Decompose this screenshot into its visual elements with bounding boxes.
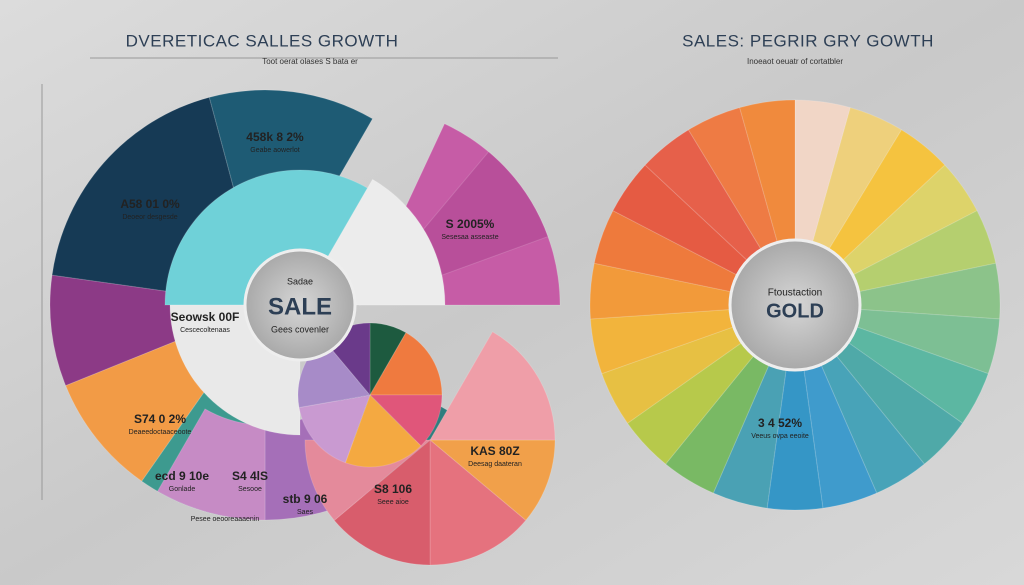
wedge xyxy=(298,394,371,464)
data-label: ecd 9 10e xyxy=(155,469,209,483)
data-label: S 2005% xyxy=(446,217,495,231)
footnote: Pesee oeooreaaaenin xyxy=(191,516,260,523)
wedge xyxy=(344,394,422,468)
center-note: Gees covenler xyxy=(271,324,329,334)
data-note: Deoeor desgesde xyxy=(122,214,177,221)
data-note: Sesooe xyxy=(238,486,262,493)
wedge xyxy=(369,322,407,397)
data-note: Saes xyxy=(297,509,313,516)
center-caption: Sadae xyxy=(287,276,313,286)
center-disc xyxy=(728,238,862,372)
center-label: SALE xyxy=(268,293,332,320)
wedge xyxy=(429,331,556,441)
data-note: Sesesaa asseaste xyxy=(441,234,498,241)
data-label: 3 4 52% xyxy=(758,416,802,430)
graphics xyxy=(49,89,1001,566)
data-label: KAS 80Z xyxy=(470,444,519,458)
wedge xyxy=(333,438,431,566)
title: DVERETICAC SALLES GROWTH xyxy=(126,31,399,50)
wedge xyxy=(368,394,443,447)
wedge xyxy=(429,438,527,566)
data-label: S74 0 2% xyxy=(134,412,186,426)
center-caption: Ftoustaction xyxy=(768,288,822,299)
wedge xyxy=(766,304,824,511)
data-label: 458k 8 2% xyxy=(246,130,304,144)
data-note: Seee aioe xyxy=(377,499,409,506)
subtitle: Toot oerat olases S bata er xyxy=(262,57,358,66)
data-label: Seowsk 00F xyxy=(171,310,240,324)
data-label: S4 4lS xyxy=(232,469,268,483)
title: SALES: PEGRIR GRY GOWTH xyxy=(682,31,934,50)
center-label: GOLD xyxy=(766,300,824,322)
wedge xyxy=(428,439,556,522)
data-note: Geabe aowerlot xyxy=(250,147,299,154)
center-disc xyxy=(243,248,357,362)
data-label: S8 106 xyxy=(374,482,412,496)
subtitle: Inoeaot oeuatr of cortatbler xyxy=(747,57,843,66)
data-label: A58 01 0% xyxy=(120,197,180,211)
wedge xyxy=(369,331,443,396)
data-note: Gonlade xyxy=(169,486,196,493)
data-note: Deesag daateran xyxy=(468,461,522,468)
data-note: Veeus ovpa eeoite xyxy=(751,433,809,440)
data-note: Cescecoltenaas xyxy=(180,327,230,334)
data-label: stb 9 06 xyxy=(283,492,328,506)
data-note: Deaeedoctaaceoote xyxy=(129,429,192,436)
